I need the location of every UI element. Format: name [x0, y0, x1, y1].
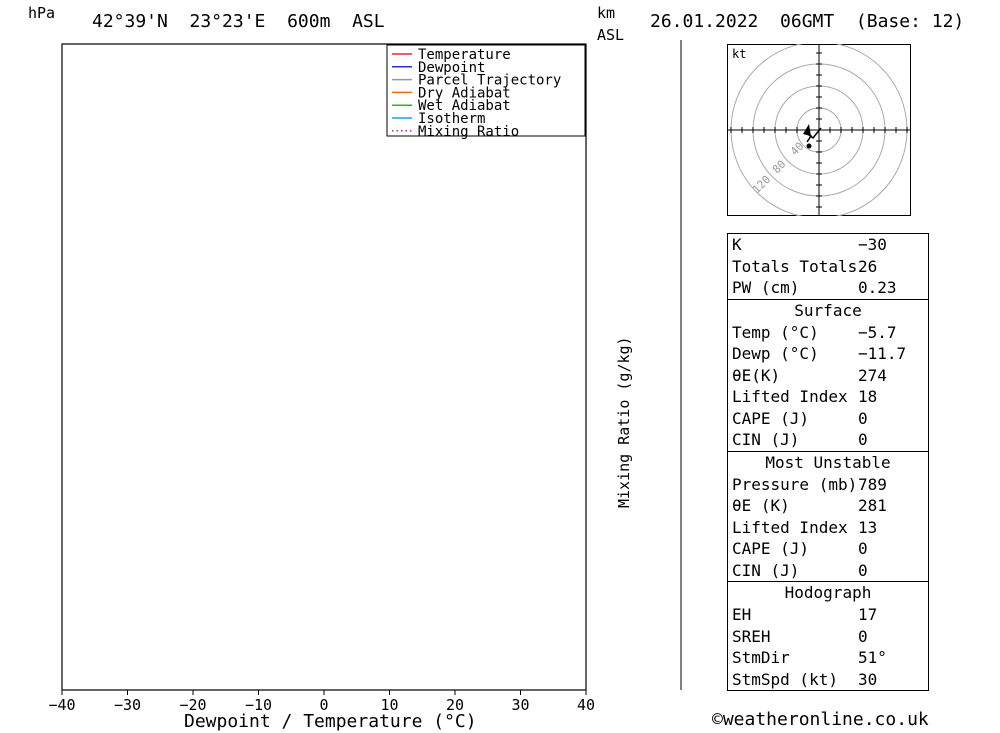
index-label: Dewp (°C): [732, 344, 819, 363]
index-row: EH 17: [728, 604, 928, 626]
index-value: 18: [858, 387, 878, 406]
index-label: Lifted Index: [732, 517, 848, 537]
index-label: EH: [732, 605, 752, 624]
index-value: 30: [858, 669, 878, 689]
hodograph-unit-label: kt: [732, 47, 746, 61]
height-unit-label: km: [597, 4, 616, 22]
x-axis-label: Dewpoint / Temperature (°C): [184, 711, 477, 732]
index-row: Temp (°C) −5.7: [728, 322, 928, 344]
index-label: Temp (°C): [732, 322, 819, 342]
index-value: 0: [858, 430, 868, 449]
index-row: Pressure (mb) 789: [728, 474, 928, 496]
index-row: SREH 0: [728, 626, 928, 648]
index-label: K: [732, 235, 742, 254]
x-tick-label: 0: [319, 696, 328, 714]
index-label: PW (cm): [732, 278, 800, 297]
index-label: θE(K): [732, 365, 781, 385]
index-row: PW (cm) 0.23: [728, 277, 928, 299]
index-label: StmSpd (kt): [732, 669, 838, 689]
storm-motion-marker: [803, 124, 811, 136]
index-value: −11.7: [858, 344, 907, 363]
legend-entry: Mixing Ratio: [418, 124, 519, 140]
legend-box: [386, 44, 586, 137]
hodograph-section-title: Hodograph: [728, 581, 928, 604]
index-row: StmDir 51°: [728, 647, 928, 669]
x-tick-label: 20: [446, 696, 464, 714]
index-label: CAPE (J): [732, 408, 810, 428]
index-value: 789: [858, 474, 887, 494]
x-tick-label: −30: [114, 696, 141, 714]
most-unstable-indices: Pressure (mb) 789 θE (K) 281 Lifted Index 13 C…: [728, 474, 928, 582]
chart-axes: 1234681016202530035040045050055060065070…: [48, 690, 595, 714]
index-value: 274: [858, 365, 887, 385]
index-label: SREH: [732, 626, 771, 646]
index-row: θE(K) 274: [728, 365, 928, 387]
pressure-unit-label: hPa: [28, 4, 56, 22]
datetime-title: 26.01.2022 06GMT (Base: 12): [650, 11, 965, 32]
x-tick-label: −20: [179, 696, 206, 714]
index-value: 26: [858, 256, 878, 276]
index-row: Lifted Index 18: [728, 386, 928, 408]
surface-indices: Temp (°C) −5.7 Dewp (°C) −11.7 θE(K) 274 Lifte…: [728, 322, 928, 451]
index-label: CAPE (J): [732, 539, 810, 558]
index-value: 13: [858, 517, 878, 537]
index-row: CAPE (J) 0: [728, 408, 928, 430]
mixing-ratio-axis-label: Mixing Ratio (g/kg): [615, 336, 633, 508]
index-label: θE (K): [732, 496, 790, 515]
index-row: CIN (J) 0: [728, 560, 928, 582]
wind-profile: [680, 40, 682, 690]
indices-table: K −30 Totals Totals 26 PW (cm) 0.23 Surface T…: [727, 233, 929, 691]
index-label: CIN (J): [732, 560, 800, 580]
index-value: 0: [858, 539, 868, 558]
index-value: 0.23: [858, 278, 897, 297]
index-value: 17: [858, 605, 878, 624]
legend-entry: Temperature: [418, 47, 511, 63]
legend-entry: Wet Adiabat: [418, 98, 511, 114]
legend-entry: Dewpoint: [418, 60, 485, 76]
index-value: 281: [858, 496, 887, 515]
most-unstable-section-title: Most Unstable: [728, 450, 928, 474]
legend-entry: Dry Adiabat: [418, 85, 511, 101]
x-tick-label: 30: [511, 696, 529, 714]
index-value: 0: [858, 560, 868, 580]
index-value: 51°: [858, 648, 887, 667]
basic-indices: K −30 Totals Totals 26 PW (cm) 0.23: [728, 234, 928, 299]
x-tick-label: −40: [48, 696, 75, 714]
index-value: 0: [858, 626, 868, 646]
index-row: CIN (J) 0: [728, 429, 928, 451]
hodograph-dot: [806, 143, 812, 149]
plot-frame: [61, 43, 587, 691]
x-tick-label: 10: [380, 696, 398, 714]
surface-section-title: Surface: [728, 298, 928, 322]
legend-entry: Parcel Trajectory: [418, 73, 561, 89]
index-row: Lifted Index 13: [728, 517, 928, 539]
index-row: θE (K) 281: [728, 495, 928, 517]
index-row: Totals Totals 26: [728, 256, 928, 278]
index-row: K −30: [728, 234, 928, 256]
index-row: Dewp (°C) −11.7: [728, 343, 928, 365]
index-value: −30: [858, 235, 887, 254]
index-label: Pressure (mb): [732, 474, 858, 494]
index-label: Lifted Index: [732, 387, 848, 406]
x-tick-label: −10: [245, 696, 272, 714]
hodograph-trace: [803, 124, 822, 149]
index-row: CAPE (J) 0: [728, 538, 928, 560]
index-label: Totals Totals: [732, 256, 858, 276]
hodograph-indices: EH 17 SREH 0 StmDir 51° StmSpd (kt) 30: [728, 604, 928, 691]
index-label: StmDir: [732, 648, 790, 667]
location-title: 42°39'N 23°23'E 600m ASL: [92, 11, 385, 32]
x-tick-label: 40: [577, 696, 595, 714]
index-value: 0: [858, 408, 868, 428]
credit-text: ©weatheronline.co.uk: [712, 709, 929, 730]
index-value: −5.7: [858, 322, 897, 342]
legend-entry: Isotherm: [418, 111, 485, 127]
index-row: StmSpd (kt) 30: [728, 669, 928, 691]
index-label: CIN (J): [732, 430, 800, 449]
height-ref-label: ASL: [597, 26, 625, 44]
